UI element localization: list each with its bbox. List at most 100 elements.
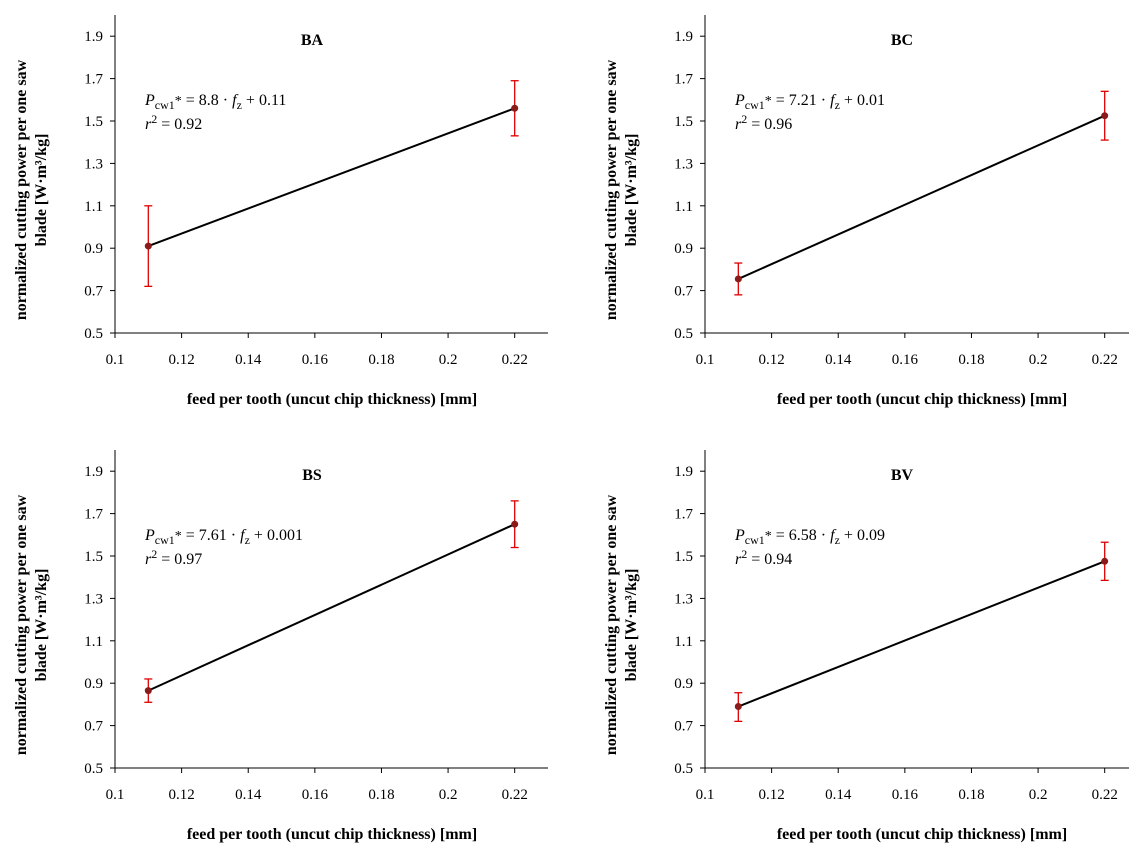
r-squared: r2 = 0.94 (735, 547, 792, 568)
x-tick-label: 0.16 (892, 787, 919, 803)
y-tick-label: 1.7 (84, 507, 103, 523)
y-tick-label: 0.7 (84, 284, 103, 300)
y-axis-label-line2: blade [W·m³/kg] (623, 134, 640, 247)
x-tick-label: 0.18 (958, 352, 984, 368)
panel-title: BC (891, 32, 913, 49)
data-point (511, 520, 519, 528)
y-tick-label: 1.3 (84, 156, 103, 172)
y-tick-label: 1.5 (84, 114, 103, 130)
eq-r2val: = 0.92 (157, 116, 202, 133)
x-tick-label: 0.1 (696, 352, 715, 368)
y-tick-label: 0.7 (674, 719, 693, 735)
y-tick-label: 1.3 (674, 591, 693, 607)
chart-svg: 0.5 0.7 0.9 1.1 1.3 1.5 1.7 1.9 0.1 0.12 0.14 0.16 0… (13, 15, 548, 408)
x-tick-label: 0.12 (758, 352, 784, 368)
x-tick-label: 0.12 (168, 787, 194, 803)
chart-panel-bv: 0.5 0.7 0.9 1.1 1.3 1.5 1.7 1.9 0.1 0.12 0.14 0.16 0… (590, 435, 1129, 855)
regression-equation: Pcw1* = 6.58 · fz + 0.09 (734, 527, 885, 547)
eq-sub: cw1 (745, 98, 765, 112)
y-tick-label: 1.1 (84, 634, 103, 650)
y-axis-label: normalized cutting power per one saw blad… (13, 59, 50, 320)
y-tick-label: 0.9 (84, 676, 103, 692)
y-axis-label: normalized cutting power per one saw blad… (603, 494, 640, 755)
y-axis-label-line2: blade [W·m³/kg] (33, 569, 50, 682)
x-axis-label: feed per tooth (uncut chip thickness) [m… (777, 826, 1067, 843)
y-tick-label: 1.7 (674, 72, 693, 88)
eq-p: P (734, 92, 745, 109)
x-axis-label: feed per tooth (uncut chip thickness) [m… (777, 391, 1067, 408)
eq-p: P (144, 92, 155, 109)
eq-rhs2: + 0.001 (250, 527, 303, 544)
x-tick-label: 0.22 (1092, 352, 1118, 368)
chart-panel-ba: 0.5 0.7 0.9 1.1 1.3 1.5 1.7 1.9 0.1 0.12 0.14 0.16 0… (0, 0, 560, 420)
eq-sub: cw1 (745, 533, 765, 547)
x-tick-label: 0.12 (758, 787, 784, 803)
eq-rsup: 2 (151, 112, 157, 126)
eq-rhs2: + 0.01 (840, 92, 885, 109)
eq-fsub: z (835, 533, 840, 547)
y-axis-label-line1: normalized cutting power per one saw (13, 59, 30, 320)
eq-f: f (830, 527, 837, 544)
y-tick-label: 1.3 (674, 156, 693, 172)
x-tick-label: 0.22 (502, 787, 528, 803)
x-axis-label: feed per tooth (uncut chip thickness) [m… (187, 826, 477, 843)
eq-r: r (735, 551, 742, 568)
regression-equation: Pcw1* = 8.8 · fz + 0.11 (144, 92, 286, 112)
y-axis-label: normalized cutting power per one saw blad… (603, 59, 640, 320)
y-tick-label: 1.9 (674, 464, 693, 480)
y-axis-label: normalized cutting power per one saw blad… (13, 494, 50, 755)
y-tick-label: 0.5 (84, 326, 103, 342)
x-tick-label: 0.18 (958, 787, 984, 803)
x-tick-label: 0.22 (502, 352, 528, 368)
x-tick-label: 0.18 (368, 352, 394, 368)
data-point (734, 275, 742, 283)
r-squared: r2 = 0.92 (145, 112, 202, 133)
y-axis-label-line2: blade [W·m³/kg] (623, 569, 640, 682)
y-tick-label: 0.7 (674, 284, 693, 300)
eq-rsup: 2 (741, 547, 747, 561)
x-axis-label: feed per tooth (uncut chip thickness) [m… (187, 391, 477, 408)
eq-f: f (240, 527, 247, 544)
y-tick-label: 1.7 (674, 507, 693, 523)
x-tick-label: 0.12 (168, 352, 194, 368)
x-tick-label: 0.2 (1029, 787, 1048, 803)
chart-svg: 0.5 0.7 0.9 1.1 1.3 1.5 1.7 1.9 0.1 0.12 0.14 0.16 0… (13, 450, 548, 843)
panel-title: BS (302, 467, 322, 484)
y-axis-label-line2: blade [W·m³/kg] (33, 134, 50, 247)
eq-rsup: 2 (741, 112, 747, 126)
y-tick-label: 1.1 (674, 199, 693, 215)
eq-f: f (830, 92, 837, 109)
eq-fsub: z (245, 533, 250, 547)
regression-equation: Pcw1* = 7.21 · fz + 0.01 (734, 92, 885, 112)
eq-r: r (145, 116, 152, 133)
eq-fsub: z (835, 98, 840, 112)
eq-star: * (175, 94, 182, 109)
y-tick-label: 1.9 (674, 29, 693, 45)
eq-r2val: = 0.94 (747, 551, 792, 568)
x-tick-label: 0.2 (439, 352, 458, 368)
eq-rhs1: = 7.21 · (772, 92, 830, 109)
eq-star: * (175, 529, 182, 544)
y-tick-label: 0.5 (674, 326, 693, 342)
eq-rhs1: = 7.61 · (182, 527, 240, 544)
y-axis-label-line1: normalized cutting power per one saw (13, 494, 30, 755)
chart-svg: 0.5 0.7 0.9 1.1 1.3 1.5 1.7 1.9 0.1 0.12 0.14 0.16 0… (603, 450, 1129, 843)
chart-panel-bc: 0.5 0.7 0.9 1.1 1.3 1.5 1.7 1.9 0.1 0.12 0.14 0.16 0… (590, 0, 1129, 420)
y-tick-label: 1.1 (84, 199, 103, 215)
r-squared: r2 = 0.97 (145, 547, 202, 568)
eq-p: P (144, 527, 155, 544)
data-point (144, 687, 152, 695)
eq-rhs2: + 0.11 (242, 92, 286, 109)
x-tick-label: 0.16 (892, 352, 919, 368)
x-tick-label: 0.2 (439, 787, 458, 803)
y-tick-label: 1.5 (674, 549, 693, 565)
data-point (734, 703, 742, 711)
y-tick-label: 0.7 (84, 719, 103, 735)
eq-star: * (765, 529, 772, 544)
data-point (144, 242, 152, 250)
eq-fsub: z (237, 98, 242, 112)
y-tick-label: 1.5 (674, 114, 693, 130)
data-point (1101, 112, 1109, 120)
x-tick-label: 0.18 (368, 787, 394, 803)
data-point (1101, 557, 1109, 565)
